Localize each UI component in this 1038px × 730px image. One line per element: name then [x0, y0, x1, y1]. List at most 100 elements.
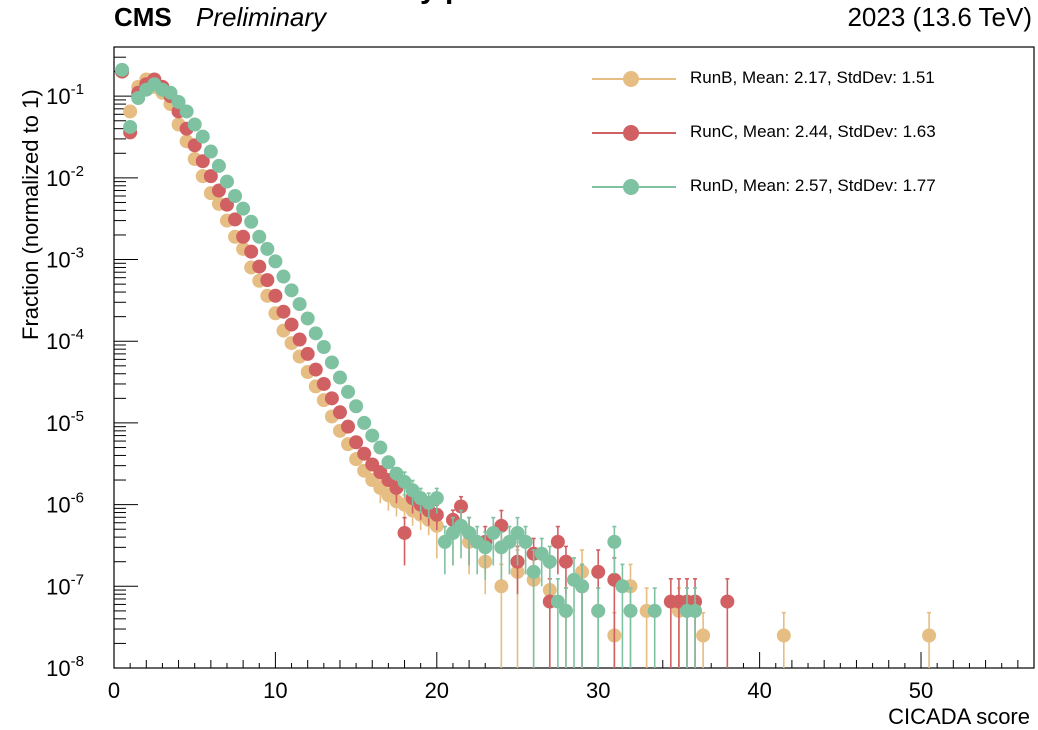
data-point	[357, 446, 372, 461]
data-point	[236, 201, 251, 216]
y-tick-label: 10-5	[46, 408, 84, 436]
data-point	[211, 158, 226, 173]
data-point	[268, 254, 283, 269]
y-tick-label: 10-4	[46, 326, 84, 354]
data-point	[203, 169, 218, 184]
x-tick-label: 0	[108, 678, 120, 703]
y-tick-label: 10-2	[46, 163, 84, 191]
data-point	[607, 534, 622, 549]
data-point	[276, 269, 291, 284]
data-point	[478, 540, 493, 555]
data-point	[437, 534, 452, 549]
data-point	[123, 119, 138, 134]
data-point	[397, 525, 412, 540]
data-point	[365, 428, 380, 443]
data-point	[429, 491, 444, 506]
experiment-label: CMS	[114, 2, 172, 32]
data-point	[696, 628, 711, 643]
data-point	[332, 405, 347, 420]
data-point	[550, 534, 565, 549]
data-point	[454, 499, 469, 514]
data-point	[284, 317, 299, 332]
data-point	[558, 554, 573, 569]
data-point	[292, 297, 307, 312]
legend-item-rund: RunD, Mean: 2.57, StdDev: 1.77	[590, 170, 1010, 224]
data-point	[187, 117, 202, 132]
data-point	[260, 241, 275, 256]
data-point	[591, 564, 606, 579]
data-point	[284, 283, 299, 298]
data-point	[308, 326, 323, 341]
data-point	[300, 311, 315, 326]
series-2	[115, 62, 703, 668]
data-point	[341, 384, 356, 399]
data-point	[276, 304, 291, 319]
data-point	[332, 370, 347, 385]
chart-title-fragment: y p	[420, 0, 750, 4]
status-label: Preliminary	[196, 2, 327, 32]
legend: RunB, Mean: 2.17, StdDev: 1.51 RunC, Mea…	[590, 62, 1010, 224]
data-point	[195, 154, 210, 169]
data-point	[550, 594, 565, 609]
data-point	[308, 362, 323, 377]
data-point	[373, 440, 388, 455]
x-axis-label: CICADA score	[888, 704, 1030, 729]
data-point	[211, 183, 226, 198]
data-point	[518, 534, 533, 549]
data-point	[575, 579, 590, 594]
data-point	[123, 104, 138, 119]
data-point	[195, 129, 210, 144]
data-point	[494, 579, 509, 594]
data-point	[591, 603, 606, 618]
legend-label: RunC, Mean: 2.44, StdDev: 1.63	[690, 122, 936, 141]
y-tick-label: 10-8	[46, 653, 84, 681]
x-tick-label: 30	[586, 678, 610, 703]
x-tick-label: 10	[263, 678, 287, 703]
data-point	[316, 376, 331, 391]
y-tick-label: 10-3	[46, 245, 84, 273]
legend-marker	[623, 71, 639, 87]
data-point	[558, 603, 573, 618]
data-point	[179, 104, 194, 119]
x-tick-label: 40	[747, 678, 771, 703]
energy-label: 2023 (13.6 TeV)	[847, 2, 1032, 32]
data-point	[219, 174, 234, 189]
data-point	[324, 391, 339, 406]
x-tick-label: 20	[425, 678, 449, 703]
data-point	[542, 554, 557, 569]
data-point	[260, 273, 275, 288]
data-point	[268, 288, 283, 303]
data-point	[292, 332, 307, 347]
data-point	[526, 564, 541, 579]
data-point	[203, 144, 218, 159]
data-point	[163, 85, 178, 100]
data-point	[462, 525, 477, 540]
data-point	[510, 525, 525, 540]
data-point	[324, 355, 339, 370]
data-point	[236, 229, 251, 244]
data-point	[115, 62, 130, 77]
data-point	[615, 579, 630, 594]
data-point	[776, 628, 791, 643]
data-point	[349, 399, 364, 414]
data-point	[647, 603, 662, 618]
data-point	[228, 188, 243, 203]
data-point	[922, 628, 937, 643]
data-point	[486, 525, 501, 540]
data-point	[244, 214, 259, 229]
data-point	[171, 94, 186, 109]
data-point	[688, 603, 703, 618]
data-point	[720, 594, 735, 609]
data-point	[502, 534, 517, 549]
data-point	[252, 259, 267, 274]
data-point	[623, 603, 638, 618]
data-point	[252, 229, 267, 244]
x-tick-label: 50	[909, 678, 933, 703]
legend-item-runc: RunC, Mean: 2.44, StdDev: 1.63	[590, 116, 1010, 170]
data-point	[341, 419, 356, 434]
data-point	[381, 455, 396, 470]
data-point	[357, 415, 372, 430]
y-tick-label: 10-6	[46, 490, 84, 518]
legend-label: RunD, Mean: 2.57, StdDev: 1.77	[690, 176, 936, 195]
